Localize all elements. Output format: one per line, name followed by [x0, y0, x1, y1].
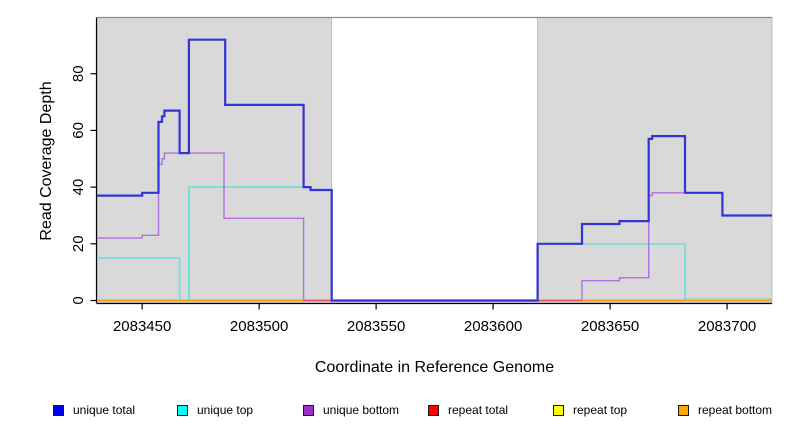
- legend-label: unique top: [197, 403, 254, 417]
- y-tick-label: 60: [70, 122, 87, 139]
- legend-swatch-unique-bottom: [303, 404, 314, 416]
- y-axis-title: Read Coverage Depth: [38, 81, 55, 241]
- legend-label: repeat total: [448, 403, 509, 417]
- legend: unique total unique top unique bottom repea…: [0, 402, 792, 422]
- series-unique-total: [97, 38, 772, 302]
- y-tick-label: 80: [70, 65, 87, 82]
- legend-swatch-repeat-bottom: [678, 404, 689, 416]
- x-tick-label: 2083600: [464, 318, 522, 335]
- legend-label: unique bottom: [323, 403, 400, 417]
- legend-item-unique-total: unique total: [53, 402, 135, 418]
- right-gray-region: [537, 17, 773, 304]
- y-tick-label: 0: [70, 296, 87, 304]
- legend-item-repeat-top: repeat top: [553, 402, 627, 418]
- left-gray-region: [96, 17, 333, 304]
- y-tick-label: 20: [70, 235, 87, 252]
- legend-label: unique total: [73, 403, 136, 417]
- legend-swatch-unique-total: [53, 404, 64, 416]
- legend-label: repeat bottom: [698, 403, 773, 417]
- legend-item-unique-top: unique top: [177, 402, 253, 418]
- x-tick-label: 2083650: [581, 318, 639, 335]
- legend-item-repeat-bottom: repeat bottom: [678, 402, 772, 418]
- x-axis-title: Coordinate in Reference Genome: [314, 359, 555, 376]
- legend-item-repeat-total: repeat total: [428, 402, 508, 418]
- x-tick-label: 2083700: [698, 318, 756, 335]
- x-tick-label: 2083450: [113, 318, 171, 335]
- legend-swatch-repeat-total: [428, 404, 439, 416]
- legend-label: repeat top: [573, 403, 628, 417]
- x-tick-label: 2083500: [230, 318, 288, 335]
- y-tick-label: 40: [70, 179, 87, 196]
- x-tick-label: 2083550: [347, 318, 405, 335]
- legend-swatch-unique-top: [177, 404, 188, 416]
- legend-swatch-repeat-top: [553, 404, 564, 416]
- legend-item-unique-bottom: unique bottom: [303, 402, 399, 418]
